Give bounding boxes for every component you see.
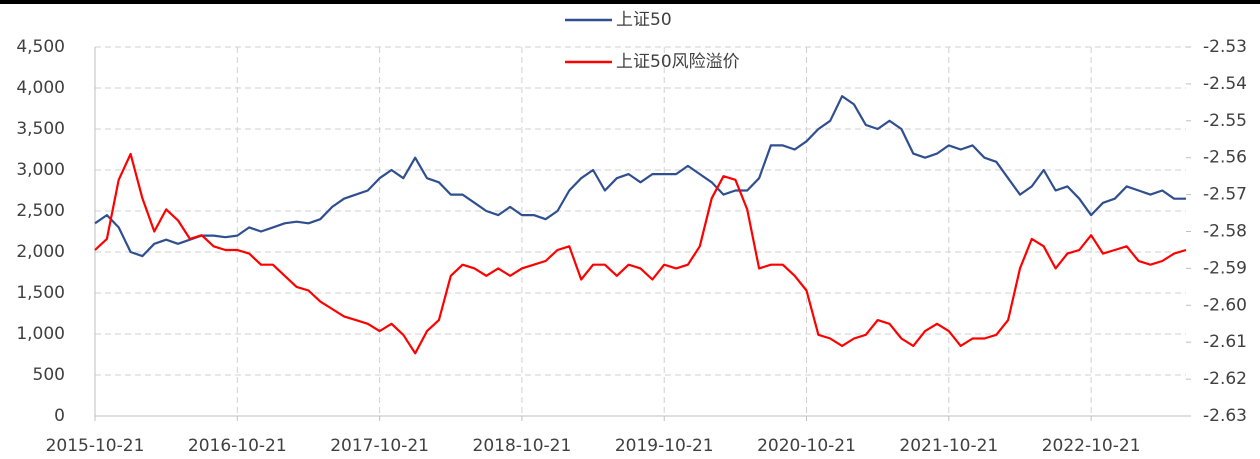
- x-tick-label: 2021-10-21: [899, 436, 998, 456]
- y-tick-label: 0: [54, 406, 65, 426]
- legend-label: 上证50: [616, 10, 672, 30]
- top-border: [0, 0, 1260, 4]
- x-tick-label: 2015-10-21: [46, 436, 145, 456]
- x-tick-label: 2019-10-21: [615, 436, 714, 456]
- series-line: [94, 95, 1186, 258]
- legend-label: 上证50风险溢价: [616, 52, 740, 72]
- grid: [94, 46, 1191, 421]
- x-tick-label: 2018-10-21: [473, 436, 572, 456]
- y2-tick-label: -2.53: [1203, 37, 1247, 57]
- y2-tick-label: -2.62: [1203, 369, 1247, 389]
- y2-tick-label: -2.54: [1203, 74, 1247, 94]
- y-tick-label: 1,000: [16, 324, 65, 344]
- y-tick-label: 1,500: [16, 283, 65, 303]
- y2-tick-label: -2.60: [1203, 295, 1247, 315]
- y-tick-label: 4,500: [16, 37, 65, 57]
- x-tick-label: 2022-10-21: [1042, 436, 1141, 456]
- y2-tick-label: -2.57: [1203, 185, 1247, 205]
- x-tick-label: 2016-10-21: [188, 436, 287, 456]
- y2-tick-label: -2.63: [1203, 406, 1247, 426]
- y2-tick-label: -2.58: [1203, 222, 1247, 242]
- y2-tick-label: -2.59: [1203, 258, 1247, 278]
- labels: 0 500 1,000 1,500 2,000 2,500 3,000 3,500 4,000 4…: [16, 10, 1247, 456]
- y-tick-label: 2,500: [16, 201, 65, 221]
- y-tick-label: 3,500: [16, 119, 65, 139]
- x-tick-label: 2017-10-21: [330, 436, 429, 456]
- y2-tick-label: -2.55: [1203, 111, 1247, 131]
- y2-tick-label: -2.61: [1203, 332, 1247, 352]
- y-tick-label: 3,000: [16, 160, 65, 180]
- y-tick-label: 500: [33, 365, 65, 385]
- x-tick-label: 2020-10-21: [757, 436, 856, 456]
- series-line: [94, 152, 1187, 355]
- y2-tick-label: -2.56: [1203, 148, 1247, 168]
- y-tick-label: 2,000: [16, 242, 65, 262]
- y-tick-label: 4,000: [16, 78, 65, 98]
- plot: [94, 95, 1187, 355]
